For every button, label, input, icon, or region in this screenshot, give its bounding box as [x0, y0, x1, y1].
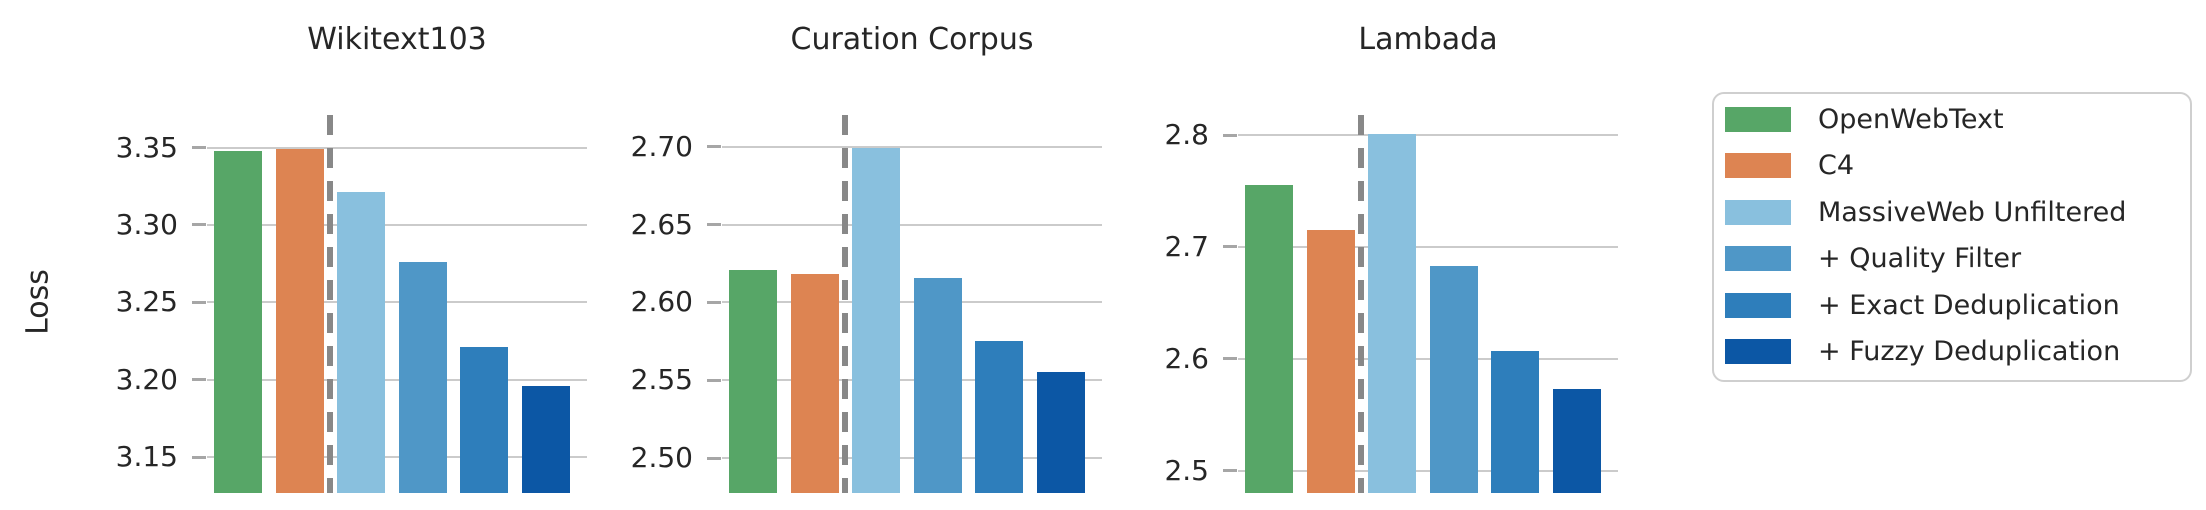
- bar-fuzzy-deduplication: [521, 386, 570, 493]
- gridline: [207, 301, 587, 304]
- y-tick-mark: [192, 300, 206, 304]
- gridline: [722, 223, 1102, 226]
- legend-label: + Quality Filter: [1818, 243, 2022, 274]
- gridline: [1238, 245, 1618, 248]
- y-tick-label: 2.8: [1164, 118, 1209, 152]
- legend-swatch-massiveweb-unfiltered: [1725, 199, 1791, 225]
- legend-swatch-exact-deduplication: [1725, 292, 1791, 318]
- bar-c4: [790, 274, 839, 493]
- legend-label: MassiveWeb Unfiltered: [1818, 196, 2127, 228]
- bar-c4: [275, 149, 324, 493]
- bar-massiveweb-unfiltered: [337, 192, 385, 493]
- y-tick-label: 2.65: [630, 207, 693, 241]
- y-tick-mark: [707, 223, 721, 227]
- baseline-separator-line: [842, 115, 848, 493]
- legend-item-massiveweb-unfiltered: MassiveWeb Unfiltered: [1725, 189, 2126, 235]
- bar-openwebtext: [729, 269, 777, 493]
- legend-label: C4: [1818, 150, 1855, 181]
- y-tick-label: 3.15: [115, 440, 178, 474]
- y-tick-label: 3.30: [115, 207, 178, 241]
- y-tick-label: 3.25: [115, 285, 178, 319]
- legend: OpenWebText C4 MassiveWeb Unfiltered + Qual…: [1712, 92, 2192, 382]
- legend-item-openwebtext: OpenWebText: [1725, 96, 2004, 142]
- y-tick-mark: [192, 223, 206, 227]
- y-tick-mark: [707, 378, 721, 382]
- gridline: [722, 457, 1102, 459]
- bar-massiveweb-unfiltered: [852, 148, 900, 493]
- gridline: [722, 379, 1102, 382]
- y-tick-label: 2.7: [1164, 229, 1209, 263]
- y-tick-label: 2.6: [1164, 341, 1209, 375]
- bar-exact-deduplication: [460, 347, 508, 493]
- bar-massiveweb-unfiltered: [1368, 134, 1416, 493]
- panel-title-lambada: Lambada: [1358, 22, 1498, 57]
- bar-fuzzy-deduplication: [1552, 388, 1601, 493]
- panel-title-wikitext103: Wikitext103: [307, 22, 487, 57]
- bar-c4: [1306, 230, 1355, 493]
- gridline: [207, 223, 587, 226]
- panel-title-curation-corpus: Curation Corpus: [790, 22, 1034, 57]
- gridline: [207, 146, 587, 149]
- y-tick-mark: [192, 455, 206, 459]
- legend-label: + Fuzzy Deduplication: [1818, 336, 2121, 367]
- y-tick-mark: [1223, 133, 1237, 137]
- y-tick-mark: [707, 145, 721, 149]
- legend-swatch-quality-filter: [1725, 246, 1791, 271]
- legend-item-c4: C4: [1725, 143, 1854, 189]
- bar-quality-filter: [913, 277, 962, 493]
- y-tick-mark: [1223, 469, 1237, 473]
- gridline: [207, 378, 587, 381]
- y-tick-label: 2.70: [630, 129, 693, 163]
- y-tick-mark: [707, 300, 721, 304]
- y-tick-label: 2.55: [630, 363, 693, 397]
- y-tick-mark: [1223, 357, 1237, 361]
- y-tick-mark: [1223, 245, 1237, 249]
- bar-fuzzy-deduplication: [1036, 372, 1085, 493]
- bar-exact-deduplication: [1491, 350, 1539, 493]
- gridline: [1238, 134, 1618, 137]
- legend-swatch-fuzzy-deduplication: [1725, 339, 1791, 364]
- y-tick-label: 2.50: [630, 441, 693, 474]
- bar-exact-deduplication: [975, 341, 1023, 493]
- y-tick-mark: [192, 378, 206, 382]
- legend-item-exact-deduplication: + Exact Deduplication: [1725, 282, 2120, 328]
- legend-label: + Exact Deduplication: [1818, 289, 2120, 321]
- gridline: [722, 145, 1102, 148]
- bar-quality-filter: [398, 262, 447, 493]
- legend-item-quality-filter: + Quality Filter: [1725, 236, 2021, 282]
- gridline: [722, 301, 1102, 304]
- gridline: [1238, 469, 1618, 472]
- y-tick-label: 3.35: [115, 130, 178, 164]
- gridline: [1238, 357, 1618, 360]
- legend-swatch-openwebtext: [1725, 106, 1791, 132]
- baseline-separator-line: [327, 115, 333, 493]
- y-tick-label: 2.5: [1164, 453, 1209, 487]
- bar-openwebtext: [214, 150, 262, 493]
- baseline-separator-line: [1358, 115, 1364, 493]
- bar-openwebtext: [1245, 185, 1293, 493]
- legend-item-fuzzy-deduplication: + Fuzzy Deduplication: [1725, 329, 2120, 375]
- y-tick-label: 2.60: [630, 285, 693, 319]
- gridline: [207, 456, 587, 459]
- y-tick-label: 3.20: [115, 362, 178, 396]
- y-tick-mark: [192, 146, 206, 150]
- legend-label: OpenWebText: [1818, 103, 2004, 135]
- y-tick-mark: [707, 456, 721, 460]
- bar-quality-filter: [1429, 265, 1478, 493]
- legend-swatch-c4: [1725, 153, 1791, 178]
